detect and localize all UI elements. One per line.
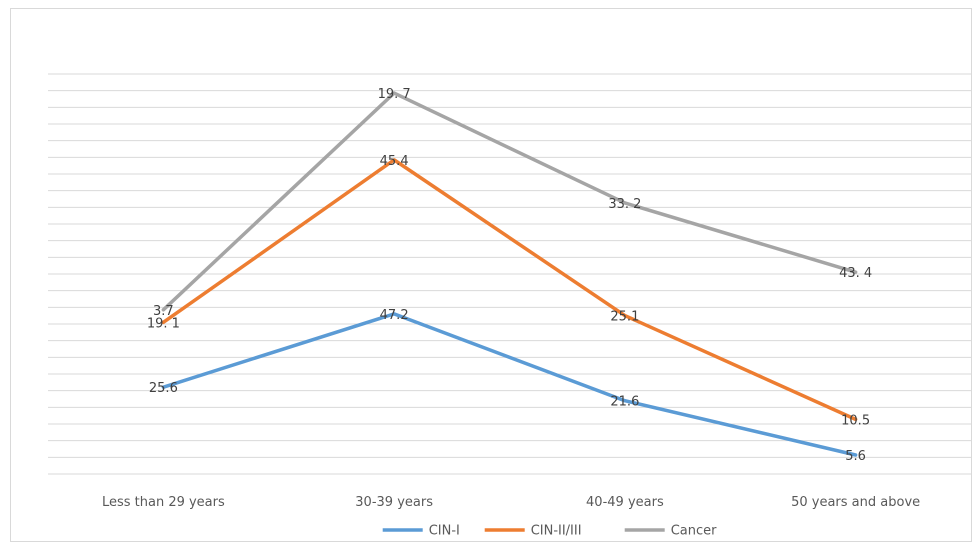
chart-frame: 25.6 47.2 21.6 5.6 19. 1 45.4 25.1 10.5 3.7 19. 7… xyxy=(10,8,972,542)
data-labels: 25.6 47.2 21.6 5.6 19. 1 45.4 25.1 10.5 3.7 19. 7… xyxy=(147,87,872,464)
legend-label: CIN-I xyxy=(429,524,460,539)
x-tick-label: 40-49 years xyxy=(586,495,664,510)
data-label: 25.1 xyxy=(610,310,639,325)
data-label: 10.5 xyxy=(841,413,870,428)
line-chart: 25.6 47.2 21.6 5.6 19. 1 45.4 25.1 10.5 3.7 19. 7… xyxy=(48,73,971,539)
data-label: 19. 1 xyxy=(147,316,180,331)
legend: CIN-I CIN-II/III Cancer xyxy=(382,524,717,539)
data-label: 5.6 xyxy=(845,449,866,464)
x-axis-tick-labels: Less than 29 years 30-39 years 40-49 years… xyxy=(102,495,920,510)
gridlines xyxy=(48,73,971,475)
series-line-cin-i xyxy=(161,312,858,457)
data-label: 47.2 xyxy=(380,308,409,323)
data-label: 45.4 xyxy=(380,154,409,169)
legend-label: Cancer xyxy=(671,524,717,539)
data-label: 21.6 xyxy=(610,395,639,410)
series-lines xyxy=(161,91,858,457)
data-label: 33. 2 xyxy=(608,197,641,212)
legend-label: CIN-II/III xyxy=(531,524,582,539)
x-tick-label: 50 years and above xyxy=(791,495,920,510)
data-label: 43. 4 xyxy=(839,266,872,281)
x-tick-label: Less than 29 years xyxy=(102,495,225,510)
series-line-cin-ii-iii xyxy=(161,158,858,422)
data-label: 3.7 xyxy=(153,304,174,319)
series-line-cancer xyxy=(161,91,858,312)
x-tick-label: 30-39 years xyxy=(355,495,433,510)
data-label: 19. 7 xyxy=(378,87,411,102)
data-label: 25.6 xyxy=(149,381,178,396)
